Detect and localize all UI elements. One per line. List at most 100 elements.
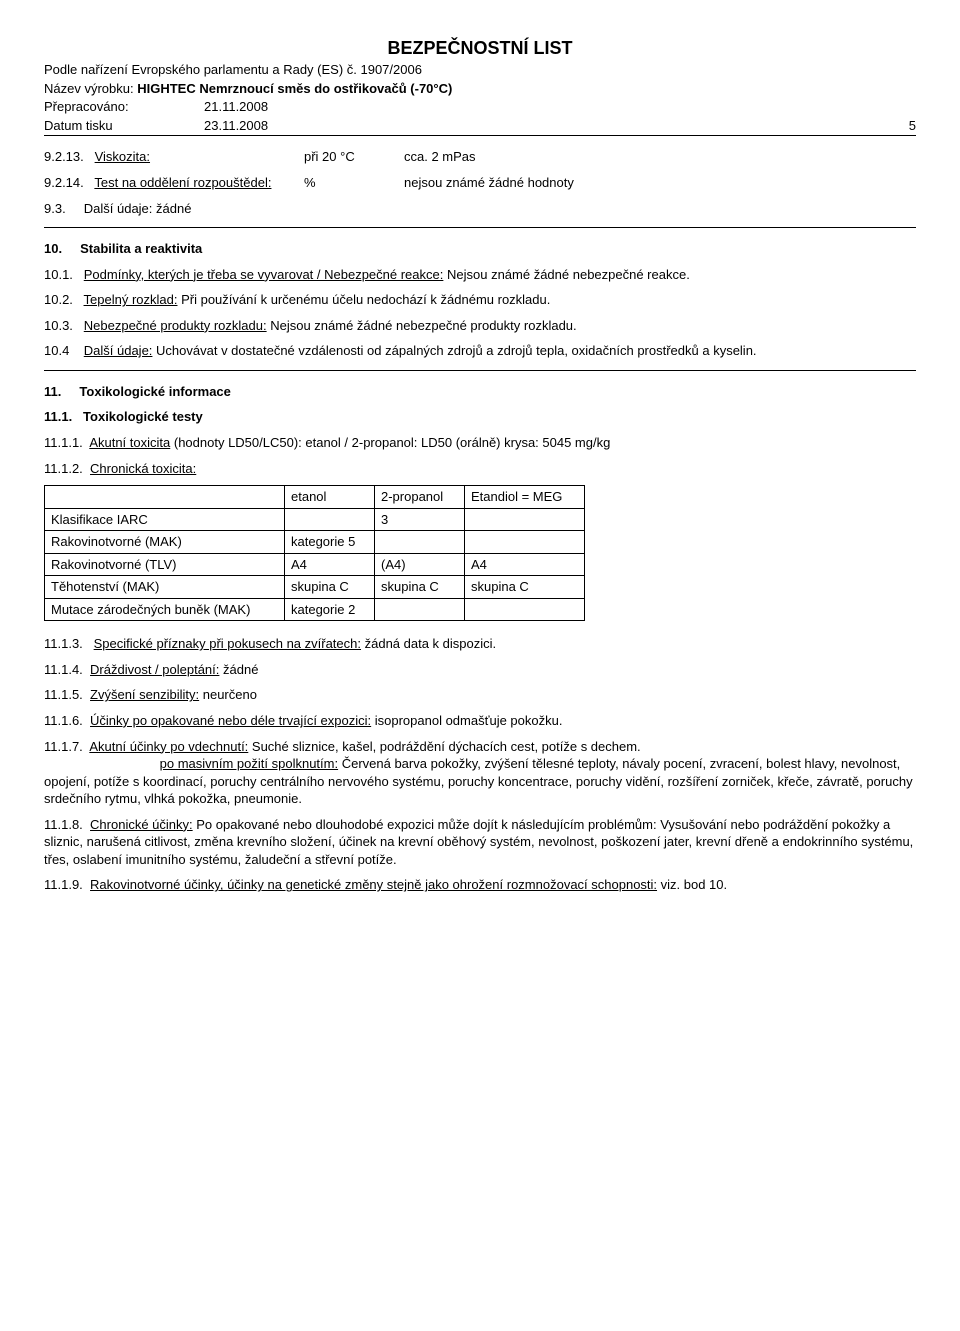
table-cell: Těhotenství (MAK) — [45, 576, 285, 599]
num-11-1-7: 11.1.7. — [44, 739, 83, 754]
table-row: Mutace zárodečných buněk (MAK)kategorie … — [45, 598, 585, 621]
title-11-1: Toxikologické testy — [83, 409, 203, 424]
label-11-1-8: Chronické účinky: — [90, 817, 193, 832]
label-11-1-1: Akutní toxicita — [89, 435, 170, 450]
text-11-1-4: žádné — [219, 662, 258, 677]
revised-label: Přepracováno: — [44, 98, 204, 116]
rule-before-11 — [44, 370, 916, 371]
label-11-1-7: Akutní účinky po vdechnutí: — [89, 739, 248, 754]
num-11-1-5: 11.1.5. — [44, 687, 83, 702]
table-row: Těhotenství (MAK)skupina Cskupina Cskupi… — [45, 576, 585, 599]
num-10-4: 10.4 — [44, 343, 69, 358]
table-row: Rakovinotvorné (TLV)A4(A4)A4 — [45, 553, 585, 576]
num-11-1: 11.1. — [44, 409, 72, 424]
table-cell: kategorie 5 — [285, 531, 375, 554]
row-11-1-7: 11.1.7. Akutní účinky po vdechnutí: Such… — [44, 738, 916, 808]
label-11-1-5: Zvýšení senzibility: — [90, 687, 199, 702]
row-10-1: 10.1. Podmínky, kterých je třeba se vyva… — [44, 266, 916, 284]
val-9-2-14: nejsou známé žádné hodnoty — [404, 174, 574, 192]
table-row: Klasifikace IARC 3 — [45, 508, 585, 531]
num-10: 10. — [44, 241, 62, 256]
num-11-1-6: 11.1.6. — [44, 713, 83, 728]
row-11-1-6: 11.1.6. Účinky po opakované nebo déle tr… — [44, 712, 916, 730]
row-11-1-3: 11.1.3. Specifické příznaky při pokusech… — [44, 635, 916, 653]
num-11-1-1: 11.1.1. — [44, 435, 83, 450]
row-10-2: 10.2. Tepelný rozklad: Při používání k u… — [44, 291, 916, 309]
label-11-1-7b: po masivním požití spolknutím: — [160, 756, 338, 771]
text-11-1-6: isopropanol odmašťuje pokožku. — [371, 713, 562, 728]
row-11-1-2: 11.1.2. Chronická toxicita: — [44, 460, 916, 478]
printed-row: Datum tisku 23.11.2008 5 — [44, 117, 916, 135]
text-11-1-7a: Suché sliznice, kašel, podráždění dýchac… — [248, 739, 640, 754]
row-10-4: 10.4 Další údaje: Uchovávat v dostatečné… — [44, 342, 916, 360]
row-9-2-13: 9.2.13. Viskozita: při 20 °C cca. 2 mPas — [44, 148, 916, 166]
text-11-1-5: neurčeno — [199, 687, 257, 702]
num-9-2-13: 9.2.13. — [44, 149, 84, 164]
text-9-3: Další údaje: žádné — [84, 201, 192, 216]
table-cell — [375, 531, 465, 554]
text-11-1-1: (hodnoty LD50/LC50): etanol / 2-propanol… — [170, 435, 610, 450]
revised-date: 21.11.2008 — [204, 98, 916, 116]
table-cell: A4 — [465, 553, 585, 576]
product-name: HIGHTEC Nemrznoucí směs do ostřikovačů (… — [137, 81, 452, 96]
table-cell: Mutace zárodečných buněk (MAK) — [45, 598, 285, 621]
label-10-1: Podmínky, kterých je třeba se vyvarovat … — [84, 267, 444, 282]
table-cell: Klasifikace IARC — [45, 508, 285, 531]
rule-before-10 — [44, 227, 916, 228]
num-11-1-2: 11.1.2. — [44, 461, 83, 476]
row-10-3: 10.3. Nebezpečné produkty rozkladu: Nejs… — [44, 317, 916, 335]
table-cell: skupina C — [285, 576, 375, 599]
sec-10-heading: 10. Stabilita a reaktivita — [44, 240, 916, 258]
table-cell: skupina C — [375, 576, 465, 599]
table-cell: 3 — [375, 508, 465, 531]
text-10-2: Při používání k určenému účelu nedochází… — [177, 292, 550, 307]
toxicity-table: etanol2-propanolEtandiol = MEGKlasifikac… — [44, 485, 585, 621]
row-11-1-9: 11.1.9. Rakovinotvorné účinky, účinky na… — [44, 876, 916, 894]
row-9-2-14: 9.2.14. Test na oddělení rozpouštědel: %… — [44, 174, 916, 192]
printed-label: Datum tisku — [44, 117, 204, 135]
num-9-2-14: 9.2.14. — [44, 175, 84, 190]
num-11: 11. — [44, 384, 61, 399]
page-number: 5 — [909, 117, 916, 135]
sec-11-heading: 11. Toxikologické informace — [44, 383, 916, 401]
text-11-1-9: viz. bod 10. — [657, 877, 727, 892]
table-header-cell: etanol — [285, 486, 375, 509]
table-cell: kategorie 2 — [285, 598, 375, 621]
title-11: Toxikologické informace — [79, 384, 230, 399]
doc-title: BEZPEČNOSTNÍ LIST — [44, 36, 916, 60]
table-header-cell: 2-propanol — [375, 486, 465, 509]
label-10-2: Tepelný rozklad: — [84, 292, 178, 307]
label-10-4: Další údaje: — [84, 343, 153, 358]
label-11-1-4: Dráždivost / poleptání: — [90, 662, 219, 677]
table-header-cell: Etandiol = MEG — [465, 486, 585, 509]
cond-9-2-13: při 20 °C — [304, 148, 404, 166]
printed-date: 23.11.2008 5 — [204, 117, 916, 135]
label-solvent-sep: Test na oddělení rozpouštědel: — [94, 175, 271, 190]
regulation-line: Podle nařízení Evropského parlamentu a R… — [44, 61, 916, 79]
row-9-3: 9.3. Další údaje: žádné — [44, 200, 916, 218]
product-line: Název výrobku: HIGHTEC Nemrznoucí směs d… — [44, 80, 916, 98]
revised-row: Přepracováno: 21.11.2008 — [44, 98, 916, 116]
sec-11-1-heading: 11.1. Toxikologické testy — [44, 408, 916, 426]
label-11-1-3: Specifické příznaky při pokusech na zvíř… — [94, 636, 361, 651]
num-10-1: 10.1. — [44, 267, 73, 282]
label-11-1-6: Účinky po opakované nebo déle trvající e… — [90, 713, 371, 728]
text-10-1: Nejsou známé žádné nebezpečné reakce. — [443, 267, 689, 282]
table-cell — [375, 598, 465, 621]
table-cell: (A4) — [375, 553, 465, 576]
table-cell: Rakovinotvorné (TLV) — [45, 553, 285, 576]
num-11-1-3: 11.1.3. — [44, 636, 83, 651]
label-11-1-9: Rakovinotvorné účinky, účinky na genetic… — [90, 877, 657, 892]
row-11-1-8: 11.1.8. Chronické účinky: Po opakované n… — [44, 816, 916, 869]
num-11-1-4: 11.1.4. — [44, 662, 83, 677]
label-viscosity: Viskozita: — [95, 149, 150, 164]
label-10-3: Nebezpečné produkty rozkladu: — [84, 318, 267, 333]
num-9-3: 9.3. — [44, 201, 66, 216]
text-11-1-3: žádná data k dispozici. — [361, 636, 496, 651]
table-cell — [465, 508, 585, 531]
num-11-1-8: 11.1.8. — [44, 817, 83, 832]
text-10-3: Nejsou známé žádné nebezpečné produkty r… — [267, 318, 577, 333]
num-11-1-9: 11.1.9. — [44, 877, 83, 892]
row-11-1-4: 11.1.4. Dráždivost / poleptání: žádné — [44, 661, 916, 679]
page-container: BEZPEČNOSTNÍ LIST Podle nařízení Evropsk… — [44, 36, 916, 894]
